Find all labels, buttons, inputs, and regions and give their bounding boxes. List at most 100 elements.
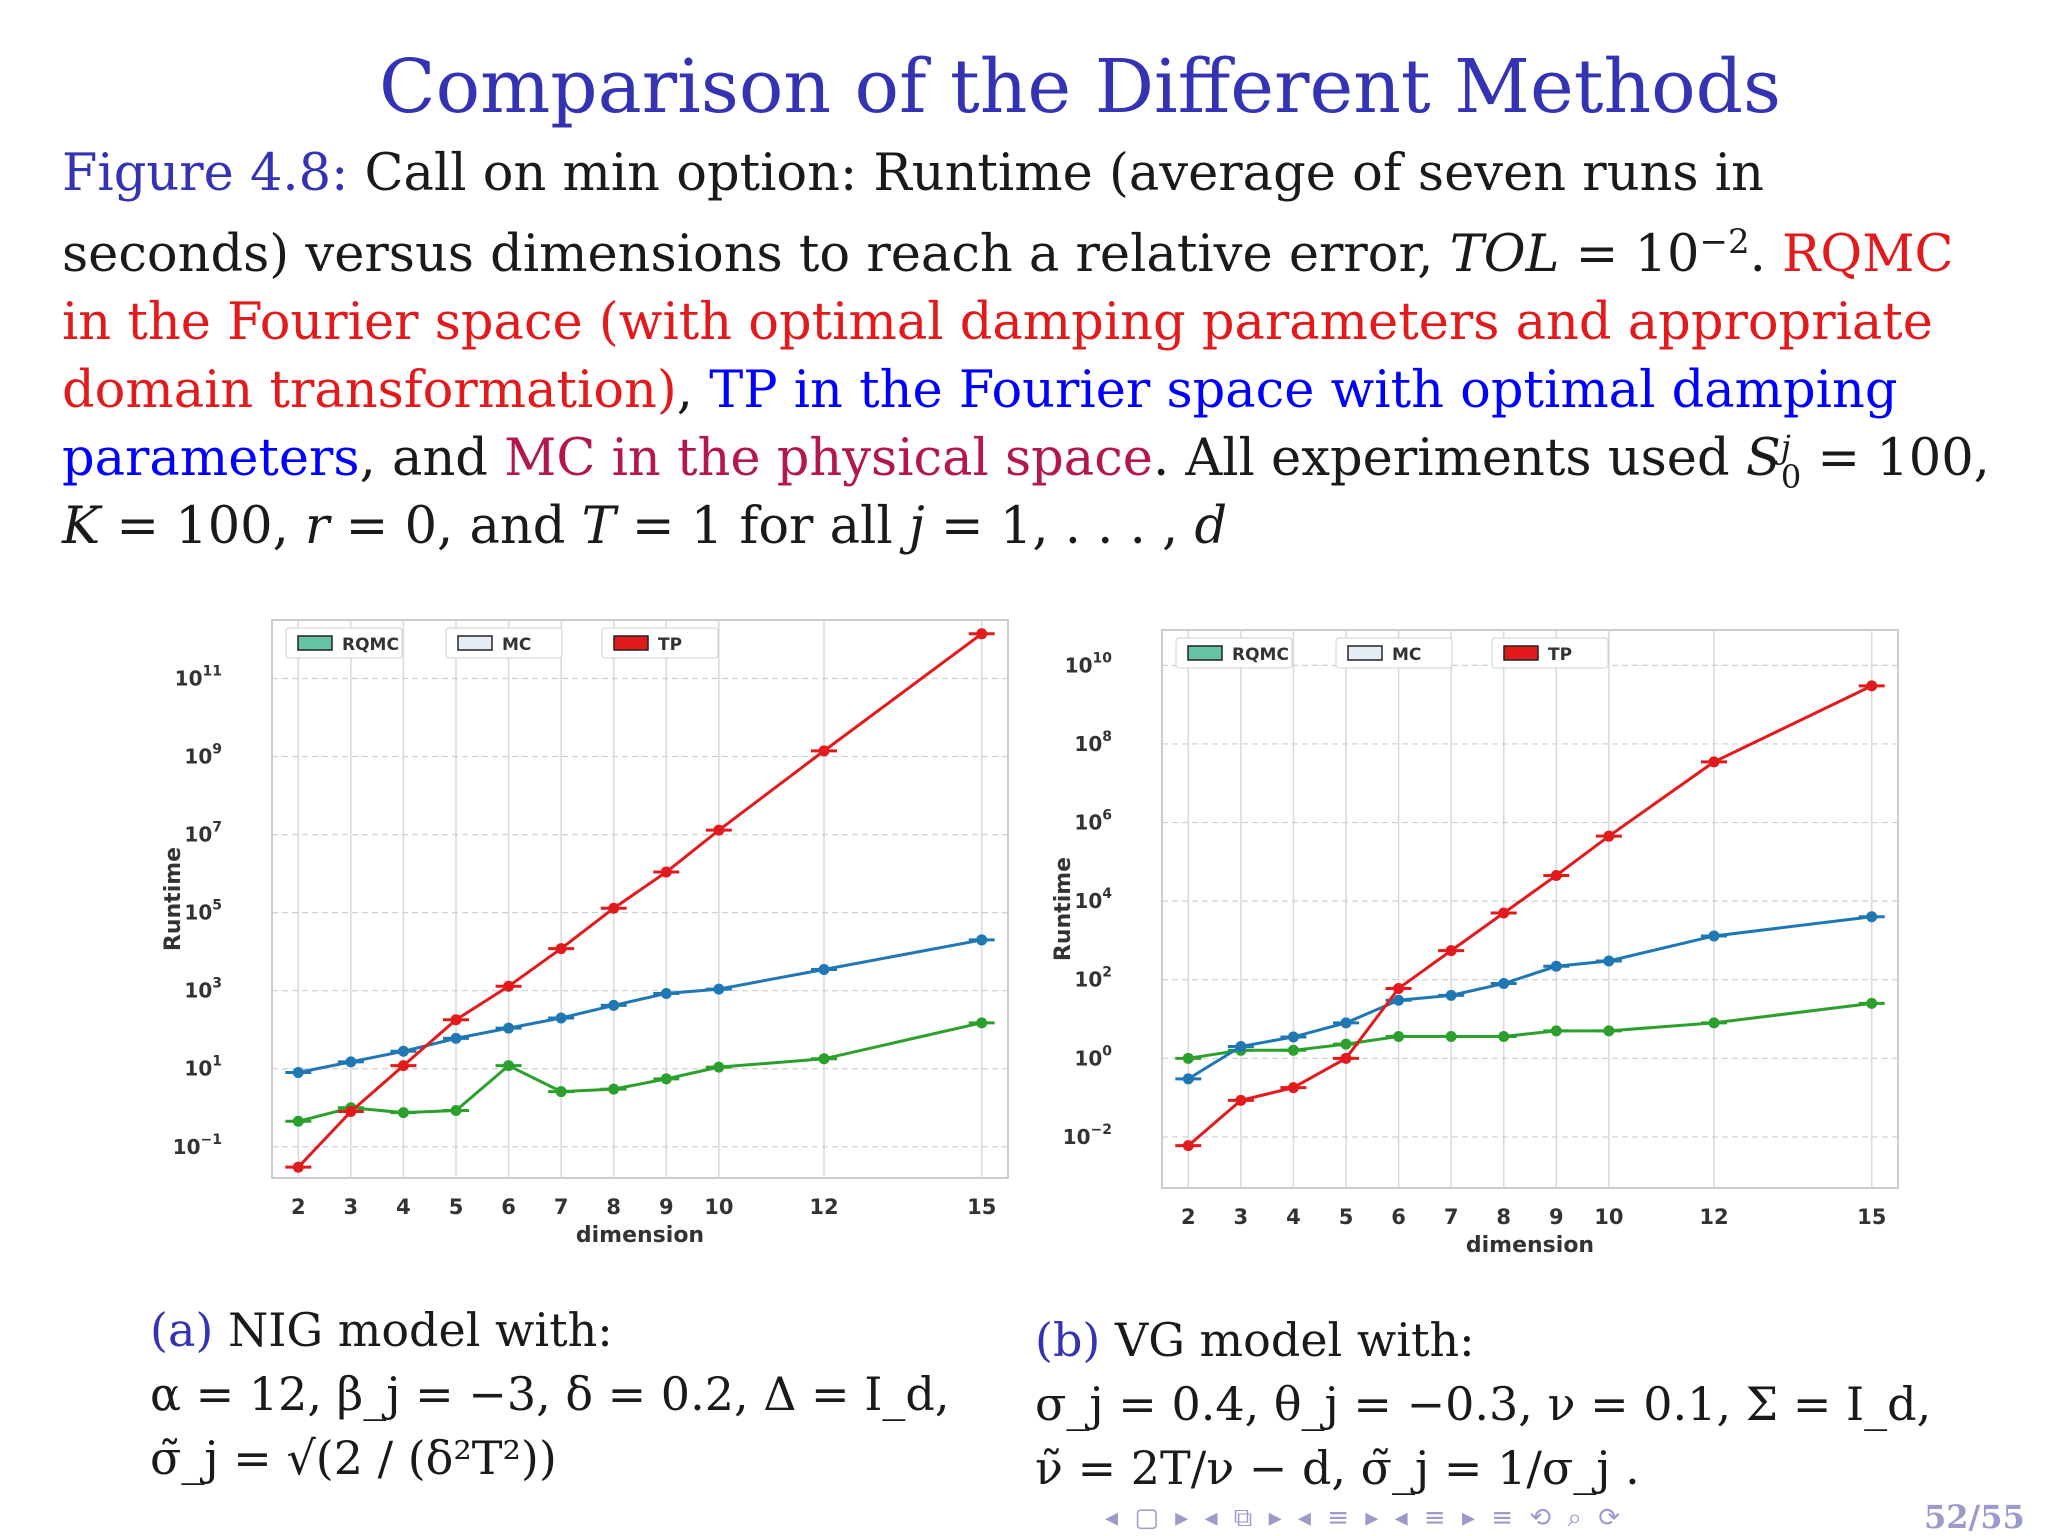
data-point-rqmc xyxy=(555,1086,567,1098)
y-tick-label: 104 xyxy=(1074,886,1112,913)
x-tick-label: 15 xyxy=(967,1195,996,1219)
data-point-rqmc xyxy=(818,1053,830,1065)
data-point-mc xyxy=(1708,930,1720,942)
x-tick-label: 9 xyxy=(1549,1205,1564,1229)
data-point-rqmc xyxy=(1340,1038,1352,1050)
y-tick-label: 106 xyxy=(1074,808,1112,835)
caption-s0-sub: 0 xyxy=(1780,458,1802,496)
data-point-tp xyxy=(292,1161,304,1173)
y-axis-label: Runtime xyxy=(1051,857,1076,961)
chart-nig: 2 3 4 5 6 7 8 9 10 12 1510−11011031051071091011dim… xyxy=(161,619,1009,1248)
subcaption-b-text: VG model with: xyxy=(1114,1313,1475,1367)
data-point-tp xyxy=(450,1014,462,1026)
data-point-mc xyxy=(1603,955,1615,967)
data-point-tp xyxy=(1550,869,1562,881)
y-tick-label: 105 xyxy=(184,898,222,925)
data-point-tp xyxy=(1445,945,1457,957)
data-point-rqmc xyxy=(713,1061,725,1073)
legend-label: TP xyxy=(1548,645,1572,665)
caption-text-9: = 0, and xyxy=(345,497,566,556)
y-tick-exponent: 7 xyxy=(212,820,222,836)
y-tick-exponent: 8 xyxy=(1102,729,1112,745)
y-tick-base: 10 xyxy=(1074,889,1102,913)
y-tick-base: 10 xyxy=(184,979,212,1003)
data-point-mc xyxy=(1866,911,1878,923)
caption-tp-text: TP in the Fourier space with optimal dam… xyxy=(62,361,1898,488)
y-tick-base: 10 xyxy=(184,823,212,847)
legend-item-rqmc: RQMC xyxy=(285,627,403,659)
chart-vg: 2 3 4 5 6 7 8 9 10 12 1510−21001021041061081010dim… xyxy=(1051,629,1899,1258)
legend-item-tp: TP xyxy=(601,627,719,659)
x-tick-label: 12 xyxy=(809,1195,838,1219)
legend-swatch-mc xyxy=(1347,645,1383,661)
data-point-mc xyxy=(397,1045,409,1057)
legend-swatch-tp xyxy=(613,635,649,651)
y-tick-label: 1011 xyxy=(175,664,222,691)
beamer-navigation[interactable]: ◂ ▢ ▸ ◂ ⧉ ▸ ◂ ≡ ▸ ◂ ≡ ▸ ≡ ⟲ ⌕ ⟳ xyxy=(1105,1503,1624,1533)
subcaption-a-label: (a) xyxy=(150,1303,214,1357)
caption-rqmc-text: RQMC in the Fourier space (with optimal … xyxy=(62,225,1954,420)
y-tick-label: 100 xyxy=(1074,1043,1112,1070)
y-tick-exponent: 6 xyxy=(1102,808,1112,824)
caption-r: r xyxy=(305,497,330,556)
subcaption-b-label: (b) xyxy=(1035,1313,1101,1367)
data-point-tp xyxy=(1866,680,1878,692)
legend-item-mc: MC xyxy=(1335,637,1453,669)
data-point-mc xyxy=(818,963,830,975)
y-tick-base: 10 xyxy=(184,901,212,925)
caption-j: j xyxy=(908,497,925,556)
x-tick-label: 5 xyxy=(1339,1205,1354,1229)
legend-label: TP xyxy=(658,635,682,655)
data-point-tp xyxy=(345,1106,357,1118)
y-tick-base: 10 xyxy=(173,1135,201,1159)
caption-mc-text: MC in the physical space xyxy=(504,429,1153,488)
subcaption-b-nu: ν̃ = 2T/ν − d, σ̃_j = 1/σ_j . xyxy=(1035,1441,1640,1495)
data-point-rqmc xyxy=(292,1115,304,1127)
data-point-mc xyxy=(1393,994,1405,1006)
data-point-rqmc xyxy=(503,1060,515,1072)
y-tick-label: 109 xyxy=(184,742,222,769)
caption-text-2: = 10 xyxy=(1575,225,1700,284)
caption-text-5: , and xyxy=(359,429,488,488)
legend-swatch-rqmc xyxy=(297,635,333,651)
caption-text-6: . All experiments used xyxy=(1152,429,1730,488)
data-point-tp xyxy=(1235,1094,1247,1106)
y-tick-exponent: −1 xyxy=(201,1132,222,1148)
legend-label: MC xyxy=(1392,645,1421,665)
data-point-tp xyxy=(1708,756,1720,768)
caption-tol-exponent: −2 xyxy=(1699,222,1750,262)
subcaption-a-params: α = 12, β_j = −3, δ = 0.2, Δ = I_d, xyxy=(150,1367,950,1421)
y-tick-exponent: 11 xyxy=(203,664,222,680)
caption-text-11: = 1, . . . , xyxy=(940,497,1179,556)
legend-label: RQMC xyxy=(342,635,399,655)
plot-area xyxy=(1161,629,1899,1189)
caption-text-10: = 1 for all xyxy=(631,497,893,556)
y-tick-label: 10−2 xyxy=(1063,1122,1112,1149)
data-point-mc xyxy=(1287,1031,1299,1043)
data-point-mc xyxy=(660,987,672,999)
data-point-mc xyxy=(1498,978,1510,990)
data-point-tp xyxy=(818,745,830,757)
y-tick-exponent: 2 xyxy=(1102,965,1112,981)
legend-swatch-mc xyxy=(457,635,493,651)
data-point-mc xyxy=(503,1022,515,1034)
y-tick-exponent: 9 xyxy=(212,742,222,758)
y-tick-base: 10 xyxy=(1074,811,1102,835)
caption-text-7: = 100, xyxy=(1817,429,1990,488)
x-tick-label: 5 xyxy=(449,1195,464,1219)
y-tick-exponent: 4 xyxy=(1102,886,1112,902)
caption-text-4: , xyxy=(676,361,693,420)
data-point-rqmc xyxy=(1393,1030,1405,1042)
figure-caption: Figure 4.8: Call on min option: Runtime … xyxy=(62,140,1992,561)
figure-label: Figure 4.8: xyxy=(62,144,349,203)
data-point-tp xyxy=(660,866,672,878)
subcaption-a: (a) NIG model with: α = 12, β_j = −3, δ … xyxy=(150,1298,949,1490)
subcaption-a-sigma: σ̃_j = √(2 / (δ²T²)) xyxy=(150,1431,557,1485)
y-tick-base: 10 xyxy=(1074,732,1102,756)
legend-swatch-rqmc xyxy=(1187,645,1223,661)
y-tick-base: 10 xyxy=(1074,968,1102,992)
data-point-rqmc xyxy=(1287,1044,1299,1056)
legend-label: RQMC xyxy=(1232,645,1289,665)
data-point-mc xyxy=(1340,1017,1352,1029)
data-point-rqmc xyxy=(1866,997,1878,1009)
